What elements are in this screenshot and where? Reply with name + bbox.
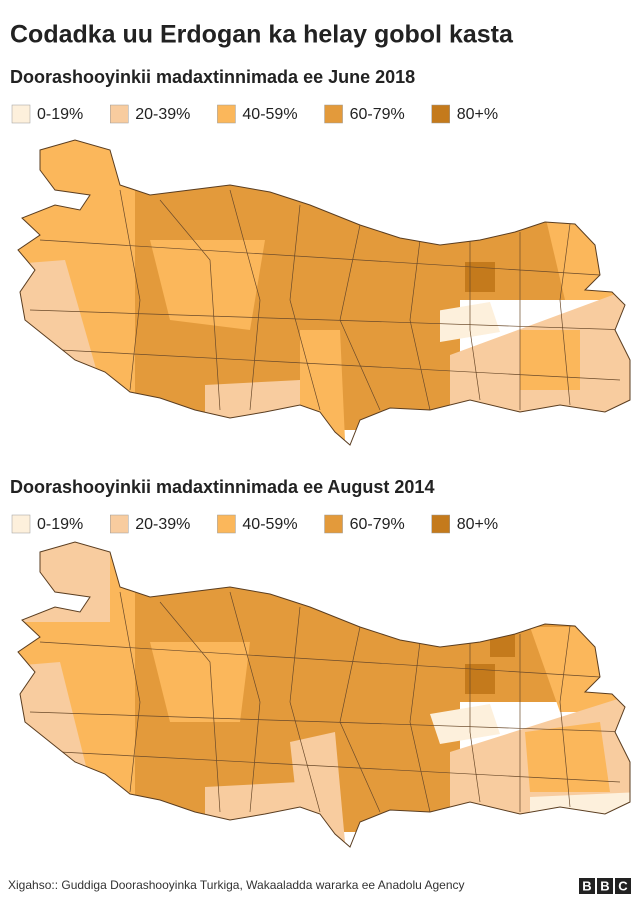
- legend-swatch: [217, 104, 236, 124]
- legend-label: 20-39%: [135, 516, 190, 533]
- map: [17, 139, 631, 446]
- legend-swatch: [217, 514, 236, 534]
- province-group: [465, 262, 495, 292]
- province-group: [530, 792, 630, 832]
- map-regions: [18, 140, 630, 440]
- province-group: [205, 782, 300, 832]
- province-group: [300, 330, 345, 440]
- legend-swatch: [431, 514, 450, 534]
- province-borders: [29, 591, 630, 813]
- province-group: [430, 704, 500, 744]
- province-group: [150, 240, 265, 330]
- logo-letter: B: [582, 878, 591, 893]
- legend-label: 80+%: [457, 516, 498, 533]
- legend-swatch: [324, 514, 343, 534]
- province-group: [525, 722, 610, 792]
- map-subtitle: Doorashooyinkii madaxtinnimada ee August…: [10, 477, 434, 497]
- province-group: [465, 664, 495, 694]
- legend-swatch: [324, 104, 343, 124]
- legend-label: 80+%: [457, 106, 498, 123]
- map: [17, 541, 631, 848]
- map-subtitle: Doorashooyinkii madaxtinnimada ee June 2…: [10, 67, 415, 87]
- province-group: [490, 627, 515, 657]
- legend-swatch: [110, 104, 129, 124]
- map-regions: [18, 542, 630, 842]
- legend-label: 60-79%: [350, 516, 405, 533]
- legend-swatch: [11, 104, 31, 124]
- legend-label: 40-59%: [242, 106, 297, 123]
- legend-swatch: [110, 514, 129, 534]
- country-outline: [17, 541, 631, 848]
- legend-label: 60-79%: [350, 106, 405, 123]
- legend-label: 0-19%: [37, 106, 83, 123]
- country-outline: [17, 139, 631, 446]
- logo-letter: C: [618, 878, 628, 893]
- title: Codadka uu Erdogan ka helay gobol kasta: [10, 21, 514, 49]
- legend-label: 0-19%: [37, 516, 83, 533]
- province-group: [430, 302, 500, 342]
- province-group: [205, 380, 300, 430]
- province-group: [18, 542, 110, 622]
- legend-swatch: [431, 104, 450, 124]
- province-borders: [29, 189, 630, 411]
- legend-label: 40-59%: [242, 516, 297, 533]
- province-group: [150, 642, 250, 722]
- legend-label: 20-39%: [135, 106, 190, 123]
- logo-letter: B: [600, 878, 609, 893]
- source: Xigahso:: Guddiga Doorashooyinka Turkiga…: [8, 878, 465, 892]
- province-group: [520, 330, 580, 390]
- legend-swatch: [11, 514, 31, 534]
